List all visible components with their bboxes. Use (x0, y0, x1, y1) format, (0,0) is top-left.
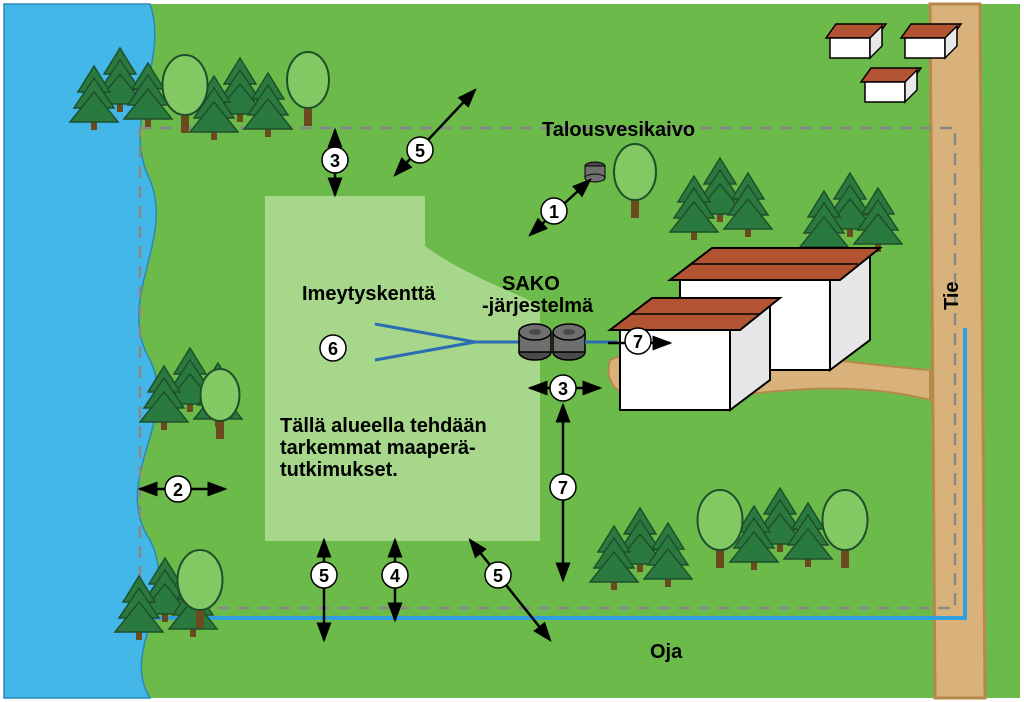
sako-label-1: SAKO (502, 273, 560, 295)
number-marker-label: 6 (328, 339, 338, 359)
number-marker-label: 7 (558, 478, 568, 498)
road-label: Tie (941, 281, 963, 310)
study-text-1: Tällä alueella tehdään (280, 415, 487, 437)
number-marker-label: 5 (493, 566, 503, 586)
study-text-2: tarkemmat maaperä- (280, 437, 476, 459)
study-text-3: tutkimukset. (280, 459, 398, 481)
number-marker-label: 4 (390, 566, 400, 586)
sako-label-2: -järjestelmä (482, 295, 594, 317)
field-label: Imeytyskenttä (302, 283, 436, 305)
number-marker-label: 3 (330, 151, 340, 171)
ditch-label: Oja (650, 641, 683, 663)
site-plan-diagram: 3 5 1 6 2 3 7 7 5 4 5 Talousvesikaivo Imeytyskenttä S… (0, 0, 1024, 702)
number-marker-label: 1 (549, 202, 559, 222)
number-marker-label: 5 (415, 141, 425, 161)
number-marker-label: 3 (558, 379, 568, 399)
well-label: Talousvesikaivo (542, 119, 695, 141)
well-icon (585, 162, 605, 182)
number-marker-label: 7 (633, 332, 643, 352)
number-marker-label: 2 (173, 480, 183, 500)
number-marker-label: 5 (319, 566, 329, 586)
